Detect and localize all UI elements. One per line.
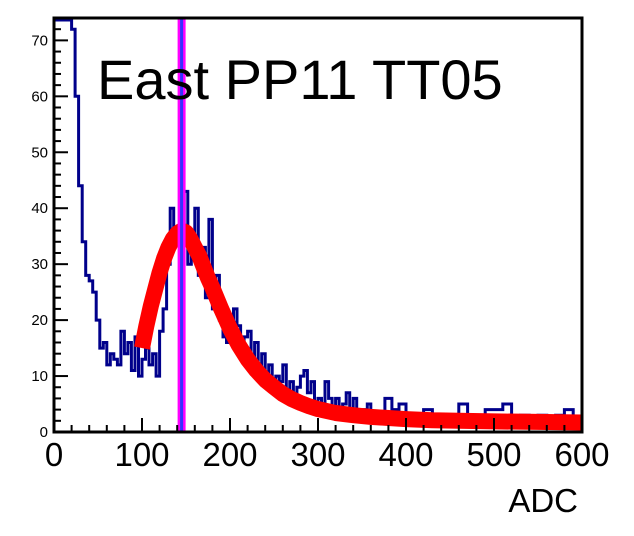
- x-tick-label: 300: [290, 436, 345, 473]
- y-tick-label: 0: [40, 424, 48, 441]
- x-axis-title: ADC: [508, 482, 578, 519]
- y-tick-label: 40: [31, 200, 48, 217]
- fit-curve: [134, 222, 583, 431]
- fit-curve-series: [134, 222, 583, 431]
- y-tick-label: 70: [31, 32, 48, 49]
- histogram-series: [54, 18, 582, 423]
- x-axis: 0 100 200 300 400 500 600: [45, 418, 610, 473]
- histogram-line: [54, 18, 582, 423]
- x-tick-label: 600: [554, 436, 609, 473]
- y-tick-label: 50: [31, 144, 48, 161]
- x-tick-label: 200: [202, 436, 257, 473]
- x-tick-label: 0: [45, 436, 63, 473]
- x-tick-label: 400: [378, 436, 433, 473]
- y-axis: 0 10 20 30 40 50 60 70: [31, 17, 68, 441]
- y-tick-label: 60: [31, 88, 48, 105]
- chart-title: East PP11 TT05: [97, 48, 503, 111]
- x-tick-label: 500: [466, 436, 521, 473]
- y-tick-label: 20: [31, 312, 48, 329]
- y-tick-label: 10: [31, 368, 48, 385]
- y-tick-label: 30: [31, 256, 48, 273]
- x-tick-label: 100: [114, 436, 169, 473]
